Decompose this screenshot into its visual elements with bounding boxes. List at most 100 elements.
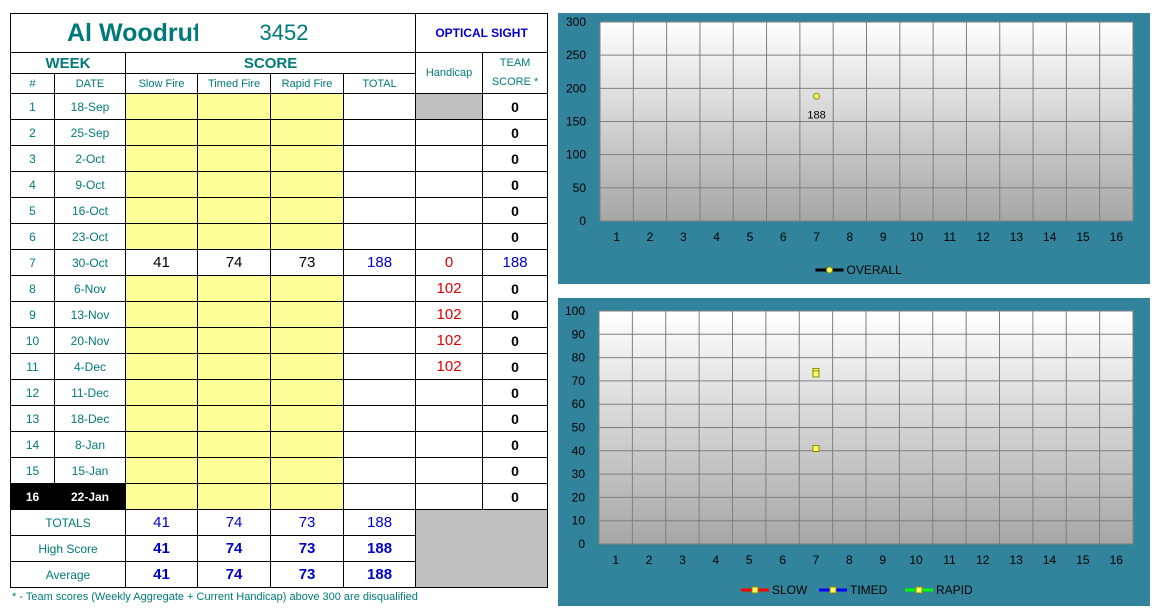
timed-fire-cell[interactable] bbox=[197, 379, 272, 406]
rapid-fire-cell[interactable] bbox=[270, 457, 345, 484]
timed-fire-cell[interactable] bbox=[197, 197, 272, 224]
team-score-cell: 0 bbox=[482, 379, 549, 406]
week-date: 6-Nov bbox=[54, 275, 126, 302]
timed-fire-cell[interactable] bbox=[197, 275, 272, 302]
timed-fire-cell[interactable] bbox=[197, 145, 272, 172]
timed-fire-cell[interactable] bbox=[197, 483, 272, 510]
x-tick-label: 15 bbox=[1076, 553, 1090, 567]
timed-fire-cell[interactable] bbox=[197, 353, 272, 380]
timed-fire-cell[interactable]: 74 bbox=[197, 249, 272, 276]
slow-fire-cell[interactable] bbox=[124, 197, 199, 224]
x-tick-label: 10 bbox=[909, 553, 923, 567]
date-header: DATE bbox=[54, 73, 126, 94]
handicap-cell bbox=[415, 405, 484, 432]
rapid-fire-cell[interactable] bbox=[270, 431, 345, 458]
week-row: 13 18-Dec 0 bbox=[10, 405, 549, 432]
summary-total: 188 bbox=[343, 561, 417, 588]
week-date: 18-Sep bbox=[54, 93, 126, 120]
summary-total: 188 bbox=[343, 535, 417, 562]
slow-fire-cell[interactable] bbox=[124, 353, 199, 380]
handicap-cell bbox=[415, 223, 484, 250]
x-tick-label: 3 bbox=[680, 230, 687, 244]
week-date: 30-Oct bbox=[54, 249, 126, 276]
team-score-cell: 0 bbox=[482, 93, 549, 120]
rapid-fire-cell[interactable] bbox=[270, 275, 345, 302]
y-tick-label: 40 bbox=[572, 444, 586, 458]
week-date: 11-Dec bbox=[54, 379, 126, 406]
x-tick-label: 12 bbox=[976, 230, 990, 244]
legend-label-timed: TIMED bbox=[850, 583, 888, 597]
timed-fire-cell[interactable] bbox=[197, 119, 272, 146]
slow-fire-cell[interactable] bbox=[124, 119, 199, 146]
week-number: 15 bbox=[10, 457, 55, 484]
slow-fire-cell[interactable] bbox=[124, 327, 199, 354]
slow-fire-cell[interactable] bbox=[124, 93, 199, 120]
timed-fire-cell[interactable] bbox=[197, 171, 272, 198]
timed-fire-cell[interactable] bbox=[197, 431, 272, 458]
rapid-fire-cell[interactable] bbox=[270, 145, 345, 172]
rapid-fire-cell[interactable] bbox=[270, 379, 345, 406]
x-tick-label: 16 bbox=[1110, 230, 1124, 244]
summary-row: High Score 41 74 73 188 bbox=[10, 535, 548, 562]
week-date: 18-Dec bbox=[54, 405, 126, 432]
timed-fire-cell[interactable] bbox=[197, 327, 272, 354]
handicap-cell bbox=[415, 145, 484, 172]
rapid-fire-cell[interactable] bbox=[270, 223, 345, 250]
slow-fire-cell[interactable] bbox=[124, 223, 199, 250]
data-point-rapid bbox=[812, 370, 820, 378]
slow-fire-cell[interactable] bbox=[124, 457, 199, 484]
handicap-cell: 102 bbox=[415, 301, 484, 328]
slow-fire-cell[interactable] bbox=[124, 431, 199, 458]
slow-fire-cell[interactable] bbox=[124, 171, 199, 198]
week-number: 10 bbox=[10, 327, 55, 354]
week-row: 9 13-Nov 102 0 bbox=[10, 301, 549, 328]
week-date: 9-Oct bbox=[54, 171, 126, 198]
rapid-fire-cell[interactable] bbox=[270, 327, 345, 354]
timed-fire-cell[interactable] bbox=[197, 457, 272, 484]
summary-label: TOTALS bbox=[10, 509, 126, 536]
timed-fire-cell[interactable] bbox=[197, 301, 272, 328]
rapid-fire-cell[interactable] bbox=[270, 301, 345, 328]
slow-fire-cell[interactable]: 41 bbox=[124, 249, 199, 276]
x-tick-label: 6 bbox=[779, 553, 786, 567]
week-row: 10 20-Nov 102 0 bbox=[10, 327, 549, 354]
slow-fire-cell[interactable] bbox=[124, 379, 199, 406]
x-tick-label: 11 bbox=[943, 553, 956, 567]
week-row: 5 16-Oct 0 bbox=[10, 197, 549, 224]
rapid-fire-cell[interactable] bbox=[270, 197, 345, 224]
timed-fire-cell[interactable] bbox=[197, 93, 272, 120]
x-tick-label: 6 bbox=[780, 230, 787, 244]
slow-fire-cell[interactable] bbox=[124, 405, 199, 432]
total-cell: 188 bbox=[343, 249, 417, 276]
data-point-slow bbox=[812, 444, 820, 452]
handicap-cell bbox=[415, 483, 484, 510]
slow-fire-cell[interactable] bbox=[124, 301, 199, 328]
total-header: TOTAL bbox=[343, 73, 417, 94]
y-tick-label: 0 bbox=[579, 214, 586, 228]
rapid-fire-cell[interactable] bbox=[270, 353, 345, 380]
handicap-header: Handicap bbox=[415, 52, 484, 94]
timed-fire-cell[interactable] bbox=[197, 405, 272, 432]
summary-timed: 74 bbox=[197, 561, 272, 588]
rapid-fire-header: Rapid Fire bbox=[270, 73, 345, 94]
handicap-cell bbox=[415, 197, 484, 224]
legend-marker-rapid bbox=[915, 586, 923, 594]
rapid-fire-cell[interactable] bbox=[270, 93, 345, 120]
rapid-fire-cell[interactable] bbox=[270, 171, 345, 198]
slow-fire-cell[interactable] bbox=[124, 275, 199, 302]
legend-label-rapid: RAPID bbox=[936, 583, 973, 597]
rapid-fire-cell[interactable] bbox=[270, 483, 345, 510]
rapid-fire-cell[interactable] bbox=[270, 119, 345, 146]
team-score-cell: 0 bbox=[482, 223, 549, 250]
slow-fire-cell[interactable] bbox=[124, 145, 199, 172]
rapid-fire-cell[interactable]: 73 bbox=[270, 249, 345, 276]
slow-fire-cell[interactable] bbox=[124, 483, 199, 510]
x-tick-label: 9 bbox=[879, 553, 886, 567]
handicap-cell: 102 bbox=[415, 275, 484, 302]
total-cell bbox=[343, 431, 417, 458]
summary-timed: 74 bbox=[197, 535, 272, 562]
timed-fire-cell[interactable] bbox=[197, 223, 272, 250]
team-score-cell: 0 bbox=[482, 171, 549, 198]
x-tick-label: 7 bbox=[813, 230, 820, 244]
rapid-fire-cell[interactable] bbox=[270, 405, 345, 432]
